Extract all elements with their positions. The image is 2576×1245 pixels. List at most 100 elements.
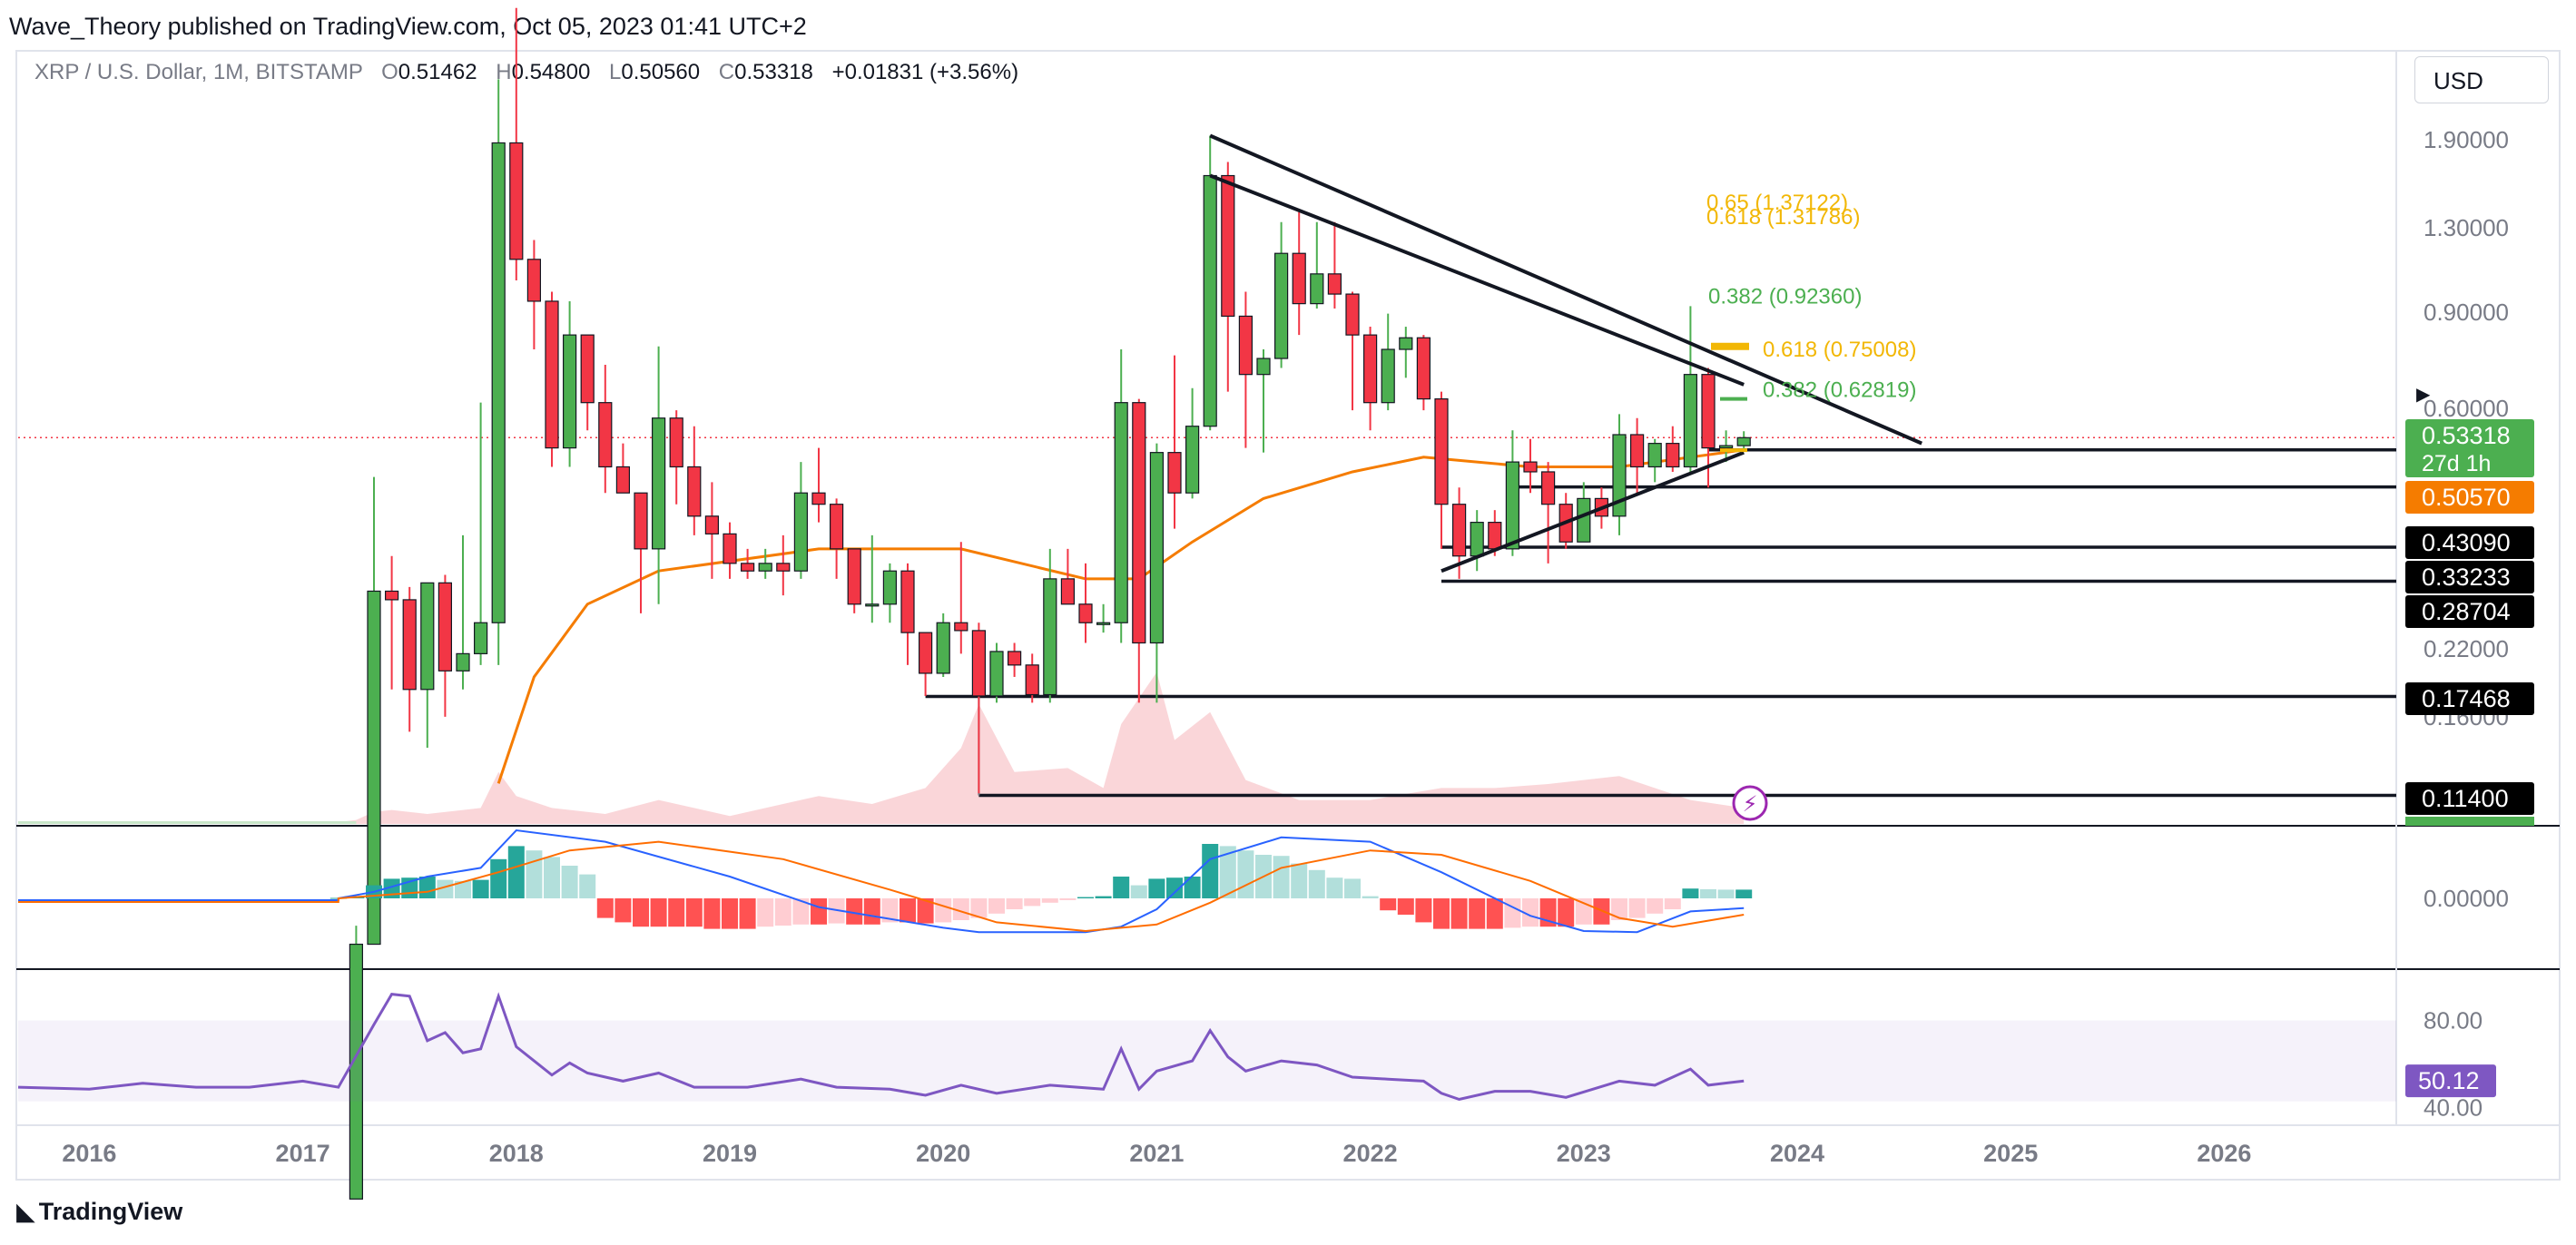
price-badge-clip xyxy=(2405,817,2534,826)
candle-body xyxy=(829,504,844,550)
macd-bar xyxy=(1219,846,1236,898)
candle xyxy=(1256,349,1271,453)
macd-bar xyxy=(1504,898,1521,928)
time-axis-tick: 2024 xyxy=(1770,1140,1824,1167)
candle xyxy=(723,522,737,579)
candle xyxy=(634,492,648,613)
rsi-badge-value: 50.12 xyxy=(2418,1067,2480,1094)
macd-bar xyxy=(1486,898,1503,929)
candle-body xyxy=(1488,522,1502,550)
price-badge-bg xyxy=(2405,481,2534,514)
price-axis-tick: 0.60000 xyxy=(2424,395,2509,422)
candle-body xyxy=(1273,252,1289,359)
macd-bar xyxy=(1095,896,1112,898)
price-badge-value: 0.43090 xyxy=(2422,529,2511,556)
candle xyxy=(1167,355,1182,529)
candle xyxy=(954,542,968,654)
macd-bar xyxy=(668,898,685,927)
macd-bar xyxy=(1077,897,1094,898)
candle-body xyxy=(1718,445,1734,449)
macd-bar xyxy=(596,898,614,918)
macd-bar xyxy=(579,874,596,898)
macd-bar xyxy=(900,898,916,923)
candle-body xyxy=(509,142,524,260)
symbol-name[interactable]: XRP / U.S. Dollar, 1M, BITSTAMP xyxy=(34,60,363,84)
candle-body xyxy=(580,334,595,404)
candle xyxy=(900,563,915,665)
price-badge: 0.11400 xyxy=(2405,782,2534,815)
candle xyxy=(385,555,399,690)
macd-bar xyxy=(526,850,543,898)
candle xyxy=(1612,414,1627,535)
rsi-axis-tick: 40.00 xyxy=(2424,1094,2483,1122)
price-badge-bg xyxy=(2405,782,2534,815)
fib-level-label: 0.65 (1.37122) xyxy=(1706,191,1848,215)
candle-body xyxy=(1736,436,1751,446)
candle-body xyxy=(615,466,631,494)
candle xyxy=(1540,462,1556,564)
candle xyxy=(1577,482,1591,543)
candle-body xyxy=(1540,471,1556,505)
macd-bar xyxy=(1326,877,1343,898)
time-axis-tick: 2025 xyxy=(1983,1140,2038,1167)
fib-marker xyxy=(1720,397,1747,401)
candle-body xyxy=(402,599,417,691)
price-badge-bg xyxy=(2405,526,2534,559)
price-badge-value: 0.11400 xyxy=(2422,785,2509,812)
macd-bar xyxy=(1469,898,1486,929)
candle-body xyxy=(1612,434,1627,517)
candle xyxy=(1666,426,1680,472)
candle-body xyxy=(900,570,915,633)
price-badge: 0.28704 xyxy=(2405,595,2534,628)
candle xyxy=(580,334,595,431)
candle-body xyxy=(954,622,968,632)
macd-bar xyxy=(970,898,988,918)
open-label: O xyxy=(381,60,398,84)
candle xyxy=(847,548,861,613)
candle xyxy=(918,632,933,696)
trendline xyxy=(1209,173,1745,387)
candle xyxy=(1434,391,1449,549)
macd-bar xyxy=(1273,856,1290,898)
rsi-value-badge: 50.12 xyxy=(2405,1064,2496,1098)
price-badge: 0.43090 xyxy=(2405,526,2534,559)
currency-button[interactable]: USD xyxy=(2414,56,2549,103)
candle xyxy=(1416,335,1431,411)
candle-body xyxy=(704,515,720,534)
candle xyxy=(598,364,613,494)
fib-level-label: 0.618 (0.75008) xyxy=(1763,338,1916,362)
candle xyxy=(1238,291,1254,448)
candle-body xyxy=(1505,461,1520,550)
candle-body xyxy=(420,582,435,691)
candle-body xyxy=(1399,337,1413,350)
candle-body xyxy=(1666,443,1680,468)
price-badge-value: 0.28704 xyxy=(2422,598,2511,625)
candle xyxy=(1310,221,1324,309)
candle-body xyxy=(349,943,363,1200)
candle-body xyxy=(723,533,737,564)
candle xyxy=(1470,510,1484,572)
high-value: 0.54800 xyxy=(511,60,591,84)
candle-body xyxy=(438,582,452,672)
candle xyxy=(615,443,631,494)
macd-bar xyxy=(1113,877,1130,898)
macd-bar xyxy=(1700,888,1716,898)
macd-bar xyxy=(1397,898,1414,915)
candle-body xyxy=(1149,452,1165,644)
candle-body xyxy=(1577,497,1591,543)
macd-bar xyxy=(1006,898,1023,909)
candle xyxy=(793,462,809,579)
candle-body xyxy=(545,300,559,449)
price-badge-countdown: 27d 1h xyxy=(2422,451,2491,476)
rsi-band xyxy=(18,1020,2396,1102)
macd-bar xyxy=(722,898,738,929)
candle xyxy=(811,447,826,523)
time-axis-tick: 2019 xyxy=(703,1140,757,1167)
macd-bar xyxy=(952,898,969,920)
candle xyxy=(367,476,381,946)
macd-bar xyxy=(1202,844,1219,898)
fib-level-label: 0.618 (1.31786) xyxy=(1706,205,1860,230)
close-label: C xyxy=(718,60,735,84)
candle xyxy=(882,563,898,623)
